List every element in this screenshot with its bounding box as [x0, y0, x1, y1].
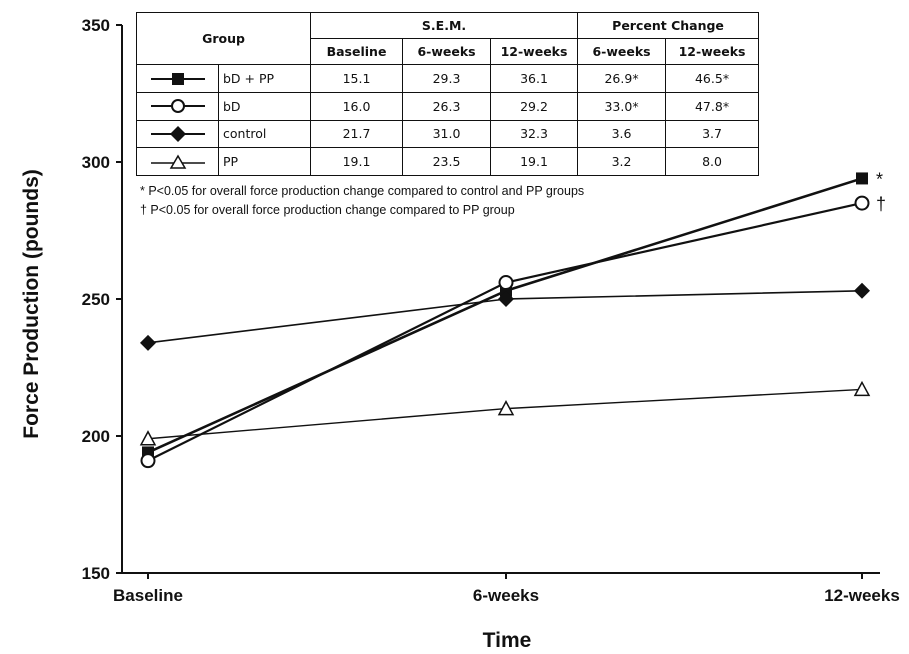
legend-symbol-bd	[136, 91, 219, 121]
table-subheader: 12-weeks	[490, 38, 579, 66]
x-ticks: Baseline 6-weeks 12-weeks	[113, 573, 900, 605]
table-cell: 26.3	[402, 91, 492, 121]
table-cell: 33.0*	[577, 91, 667, 121]
point-bd	[140, 453, 156, 469]
footnote-1: * P<0.05 for overall force production ch…	[140, 184, 584, 198]
point-bd-pp	[856, 172, 868, 185]
table-cell: 36.1	[490, 64, 579, 93]
point-bd	[498, 275, 514, 291]
y-tick-label: 250	[82, 290, 110, 309]
table-subheader: Baseline	[310, 38, 404, 66]
table-cell: 19.1	[310, 147, 404, 176]
sem-table: Group S.E.M. Percent Change Baseline 6-w…	[135, 11, 760, 176]
table-cell: 8.0	[665, 147, 760, 176]
point-pp	[497, 400, 515, 416]
table-row: bD + PP 15.1 29.3 36.1 26.9* 46.5*	[136, 64, 760, 93]
x-tick-label: 12-weeks	[824, 586, 900, 605]
table-row: PP 19.1 23.5 19.1 3.2 8.0	[136, 147, 760, 176]
table-cell: 29.3	[402, 64, 492, 93]
table-subheader-row: Baseline 6-weeks 12-weeks 6-weeks 12-wee…	[137, 38, 760, 66]
point-control	[854, 282, 870, 299]
y-axis-title: Force Production (pounds)	[20, 169, 43, 438]
table-cell: 47.8*	[665, 91, 760, 121]
table-cell: 31.0	[402, 119, 492, 149]
table-cell: 23.5	[402, 147, 492, 176]
table-cell: 32.3	[490, 119, 579, 149]
y-tick-label: 200	[82, 427, 110, 446]
point-control	[498, 291, 514, 307]
legend-symbol-control	[136, 119, 219, 149]
significance-marker: †	[876, 194, 886, 214]
point-pp	[853, 380, 871, 397]
y-tick-label: 150	[82, 564, 110, 583]
point-control	[140, 334, 156, 351]
table-cell: 19.1	[490, 147, 579, 176]
legend-symbol-bd-pp	[136, 64, 219, 93]
series-line-bd	[147, 202, 863, 462]
table-header-pct: Percent Change	[577, 11, 760, 40]
table-cell: 3.2	[577, 147, 667, 176]
table-cell: 3.6	[577, 119, 667, 149]
footnote-2: † P<0.05 for overall force production ch…	[140, 203, 515, 217]
y-ticks: 150 200 250 300 350	[82, 16, 122, 583]
table-cell: 46.5*	[665, 64, 760, 93]
point-pp	[139, 430, 157, 446]
table-group-name: bD + PP	[217, 64, 312, 93]
annotations: *†	[876, 169, 886, 214]
legend-symbol-pp	[136, 147, 219, 176]
table-cell: 3.7	[665, 119, 760, 149]
point-bd	[854, 195, 870, 211]
x-axis-title: Time	[483, 629, 532, 652]
table-cell: 21.7	[310, 119, 404, 149]
table-subheader: 12-weeks	[665, 38, 760, 66]
y-tick-label: 300	[82, 153, 110, 172]
x-tick-label: 6-weeks	[473, 586, 539, 605]
x-tick-label: Baseline	[113, 586, 183, 605]
table-group-name: control	[217, 119, 312, 149]
significance-marker: *	[876, 169, 883, 189]
table-cell: 26.9*	[577, 64, 667, 93]
table-header-group: Group	[135, 11, 312, 66]
series-layer	[139, 172, 871, 469]
table-subheader: 6-weeks	[402, 38, 492, 66]
y-tick-label: 350	[82, 16, 110, 35]
table-subheader: 6-weeks	[577, 38, 667, 66]
table-header-row: Group S.E.M. Percent Change	[135, 11, 760, 66]
table-group-name: bD	[217, 91, 312, 121]
table-header-sem: S.E.M.	[310, 11, 579, 40]
table-cell: 15.1	[310, 64, 404, 93]
table-row: control 21.7 31.0 32.3 3.6 3.7	[136, 119, 760, 149]
table-row: bD 16.0 26.3 29.2 33.0* 47.8*	[136, 91, 760, 121]
table-cell: 16.0	[310, 91, 404, 121]
table-cell: 29.2	[490, 91, 579, 121]
table-group-name: PP	[217, 147, 312, 176]
